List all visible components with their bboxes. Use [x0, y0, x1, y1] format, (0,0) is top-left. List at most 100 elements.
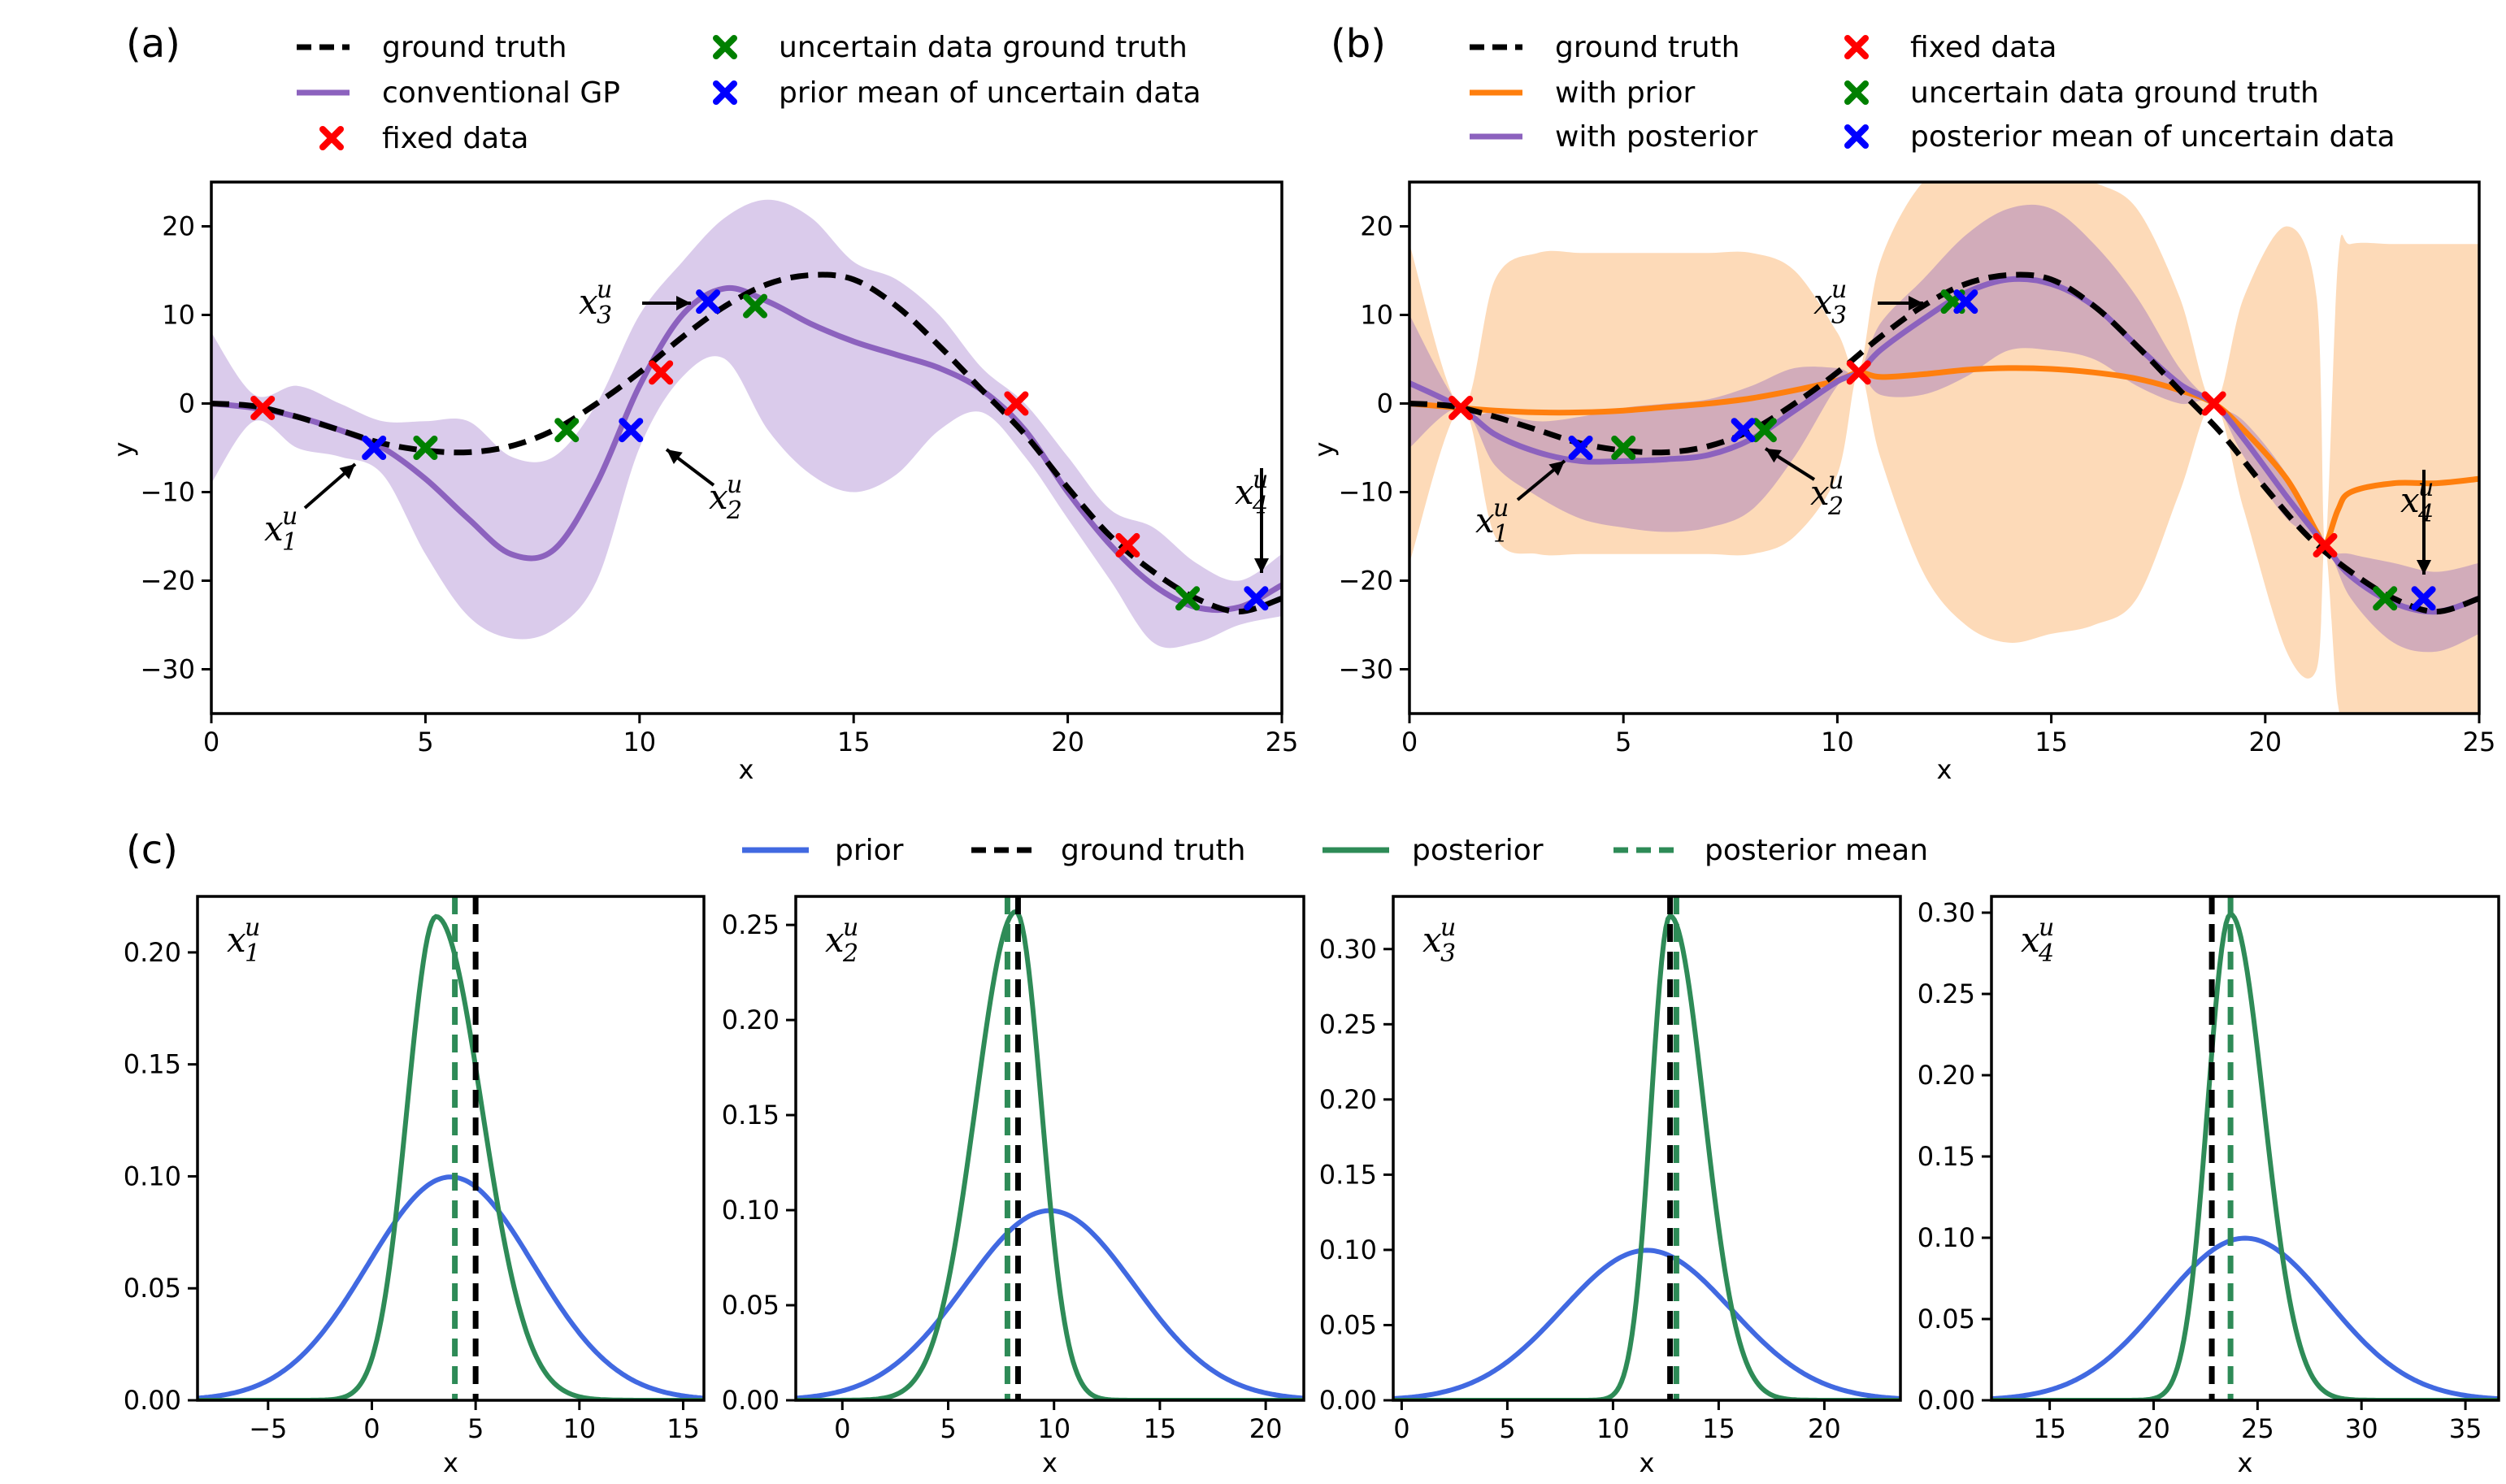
svg-text:x: x — [2400, 480, 2420, 520]
panel-c-subplot-1-area — [198, 896, 704, 1400]
legend-a-ground-truth: ground truth — [382, 31, 567, 64]
panel-c-2-xtick-label-0: 0 — [834, 1413, 850, 1444]
panel-c-2-ytick-label-1: 0.05 — [722, 1290, 780, 1321]
panel-c-3-title: xu3 — [1422, 913, 1456, 968]
panel-c-1-xlabel: x — [443, 1447, 458, 1478]
panel-c-1-prior-curve — [198, 1174, 704, 1400]
panel-c-4-ytick-label-5: 0.25 — [1918, 978, 1975, 1009]
panel-a-green-point-2 — [554, 418, 580, 443]
panel-c-3-frame — [1392, 895, 1902, 1402]
panel-c-2-xtick-label-2: 10 — [1037, 1413, 1071, 1444]
legend-b: ground truth with prior with posterior f… — [1470, 31, 2395, 154]
panel-c-4-ytick-label-0: 0.00 — [1918, 1385, 1975, 1416]
panel-c-3-posterior-curve — [1393, 913, 1900, 1400]
legend-a-fixed-marker — [319, 126, 344, 150]
panel-a-fixed-point-2 — [649, 360, 674, 385]
legend-a-blue-marker — [713, 80, 737, 105]
panel-c-2-xtick-label-4: 20 — [1249, 1413, 1283, 1444]
legend-b-green-marker — [1844, 80, 1869, 105]
panelB-ytick-label-5: 20 — [1360, 211, 1393, 242]
panelB-xtick-label-3: 15 — [2035, 727, 2068, 757]
panel-c-2-ytick-label-0: 0.00 — [722, 1385, 780, 1416]
svg-text:x: x — [1813, 282, 1833, 322]
panel-c-3-ytick-label-2: 0.10 — [1319, 1234, 1377, 1265]
svg-text:u: u — [2039, 913, 2054, 942]
panel-c-4-xlabel: x — [2238, 1447, 2253, 1478]
svg-text:u: u — [843, 913, 858, 942]
svg-text:x: x — [1235, 472, 1254, 512]
svg-text:3: 3 — [1831, 302, 1847, 330]
legend-c-ground-truth: ground truth — [1061, 834, 1245, 867]
panel-c-4-ytick-label-3: 0.15 — [1918, 1141, 1975, 1172]
legend-b-with-prior: with prior — [1555, 76, 1696, 110]
panelB-annotation-x1u: xu1 — [1475, 459, 1566, 549]
panel-label-a: (a) — [126, 21, 180, 67]
panelA-xtick-label-4: 20 — [1051, 727, 1084, 757]
svg-text:1: 1 — [245, 939, 260, 968]
panel-a-green-point-4 — [1175, 586, 1201, 611]
legend-c-posterior: posterior — [1412, 834, 1544, 867]
panelA-ytick-label-2: −10 — [140, 477, 195, 508]
panel-c-4-xtick-label-3: 30 — [2345, 1413, 2378, 1444]
panelA-annotation-x3u: xu3 — [579, 276, 691, 330]
legend-a-conventional-gp: conventional GP — [382, 76, 620, 110]
panelA-ytick-label-1: −20 — [140, 566, 195, 597]
panel-c-1-ytick-label-2: 0.10 — [124, 1161, 181, 1191]
svg-text:3: 3 — [597, 302, 612, 330]
panel-c-2-ytick-label-3: 0.15 — [722, 1100, 780, 1130]
panel-a-fixed-point-4 — [1115, 532, 1140, 558]
panel-c-3-xtick-label-4: 20 — [1808, 1413, 1841, 1444]
panel-c-3-xlabel: x — [1640, 1447, 1655, 1478]
legend-b-fixed-x — [1844, 35, 1869, 59]
panelA-ytick-label-5: 20 — [162, 211, 195, 242]
panel-a-blue-point-1 — [362, 436, 387, 460]
panelB-annotation-x3u: xu3 — [1813, 276, 1923, 330]
panel-c-1-xtick-label-0: −5 — [249, 1413, 287, 1444]
panel-c-4-prior-curve — [1991, 1235, 2499, 1400]
panel-c-2-title: xu2 — [825, 913, 858, 968]
panel-b-fixed-point-4 — [2313, 532, 2338, 558]
panel-b-fixed-point-1 — [1448, 395, 1474, 420]
panel-c-4-title: xu4 — [2021, 913, 2054, 968]
svg-text:u: u — [1831, 276, 1847, 304]
svg-text:x: x — [1475, 501, 1495, 540]
panel-a-green-point-3 — [743, 293, 768, 319]
svg-text:x: x — [264, 509, 284, 549]
panel-a-fixed-point-3 — [1004, 391, 1029, 416]
panel-c-4-xtick-label-1: 20 — [2137, 1413, 2170, 1444]
panel-c-1-ytick-label-1: 0.05 — [124, 1273, 181, 1304]
panel-c-1-xtick-label-1: 0 — [363, 1413, 380, 1444]
panel-c-1-ytick-label-3: 0.15 — [124, 1049, 181, 1080]
panelB-ytick-label-3: 0 — [1377, 388, 1393, 419]
svg-text:x: x — [579, 282, 598, 322]
panel-b-ground-truth-line — [1409, 271, 2479, 615]
panelB-xtick-label-1: 5 — [1615, 727, 1631, 757]
legend-a-blue-x — [713, 80, 737, 105]
panelB-area — [1409, 182, 2479, 714]
panel-c-3-xtick-label-1: 5 — [1499, 1413, 1515, 1444]
svg-text:u: u — [2418, 474, 2434, 502]
svg-text:x: x — [825, 920, 845, 960]
panel-a-blue-point-3 — [696, 289, 721, 315]
panelB-ytick-label-4: 10 — [1360, 300, 1393, 331]
panel-c-4-ytick-label-6: 0.30 — [1918, 897, 1975, 928]
legend-a-uncertain-ground-truth: uncertain data ground truth — [779, 31, 1188, 64]
panel-c-4-frame — [1990, 895, 2500, 1402]
panel-b-green-point-2 — [1752, 418, 1777, 443]
svg-text:3: 3 — [1440, 939, 1456, 968]
panelB-frame — [1408, 180, 2481, 715]
panelB-ytick-label-2: −10 — [1338, 477, 1393, 508]
panelA-xtick-label-5: 25 — [1266, 727, 1299, 757]
svg-text:4: 4 — [2417, 500, 2434, 528]
panel-b-green-point-1 — [1611, 436, 1636, 460]
panel-c-subplot-3-area — [1393, 896, 1900, 1400]
panelA-xtick-label-3: 15 — [837, 727, 871, 757]
panel-c-1-xtick-label-2: 5 — [467, 1413, 484, 1444]
panelA-ytick-label-0: −30 — [140, 654, 195, 685]
legend-a-green-x — [713, 35, 737, 59]
legend-a-green-marker — [713, 35, 737, 59]
